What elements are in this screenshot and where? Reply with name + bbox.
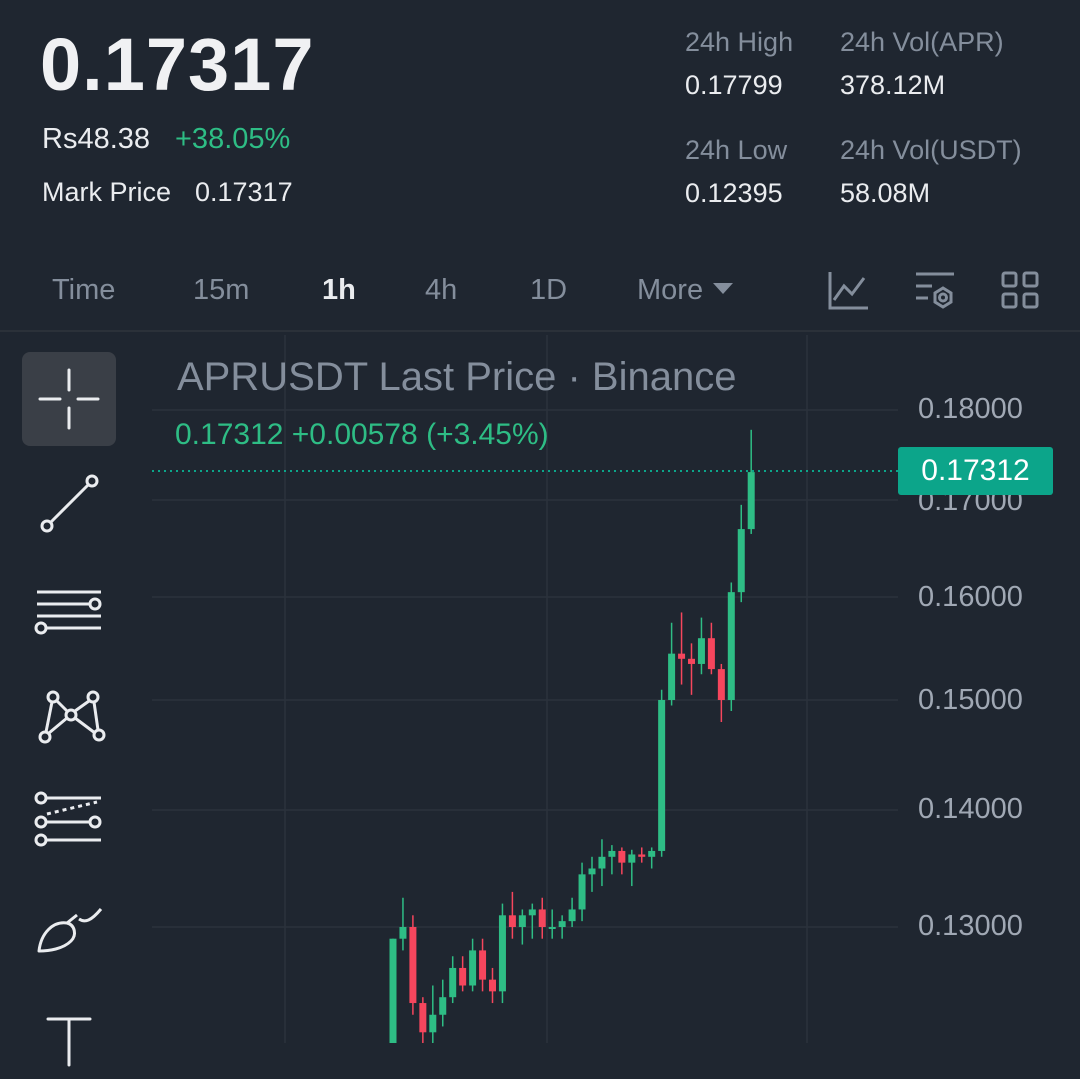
- candle-body: [498, 915, 506, 992]
- mark-price-label: Mark Price: [42, 177, 172, 207]
- tab-15m[interactable]: 15m: [193, 274, 250, 306]
- mark-price-value: 0.17317: [195, 177, 293, 207]
- candle-body: [648, 850, 656, 857]
- horizontal-lines-icon: [34, 590, 102, 635]
- vol-quote-24h-value: 58.08M: [840, 178, 931, 208]
- price-change-percent: +38.05%: [175, 123, 291, 155]
- candle-body: [737, 529, 745, 593]
- candle-body: [548, 927, 556, 929]
- candle-body: [608, 850, 616, 857]
- ohlc-legend: 0.17312 +0.00578 (+3.45%): [175, 418, 549, 451]
- last-price-tag: 0.17312: [898, 447, 1053, 495]
- brush-icon: [37, 908, 103, 953]
- tab-1h[interactable]: 1h: [322, 274, 356, 306]
- pattern-tool[interactable]: [22, 667, 116, 761]
- candle-body: [518, 915, 526, 927]
- tab-1d[interactable]: 1D: [530, 274, 568, 306]
- crosshair-icon: [38, 368, 100, 430]
- candle-body: [558, 921, 566, 927]
- crosshair-tool[interactable]: [22, 352, 116, 446]
- y-axis-label: 0.18000: [918, 393, 1023, 425]
- candle-body: [638, 854, 646, 857]
- candle-body: [439, 997, 447, 1015]
- fib-tool[interactable]: [22, 772, 116, 866]
- candle-body: [479, 950, 487, 980]
- candle-body: [568, 909, 576, 922]
- candlestick-chart[interactable]: [0, 332, 1080, 1043]
- candle-body: [747, 472, 755, 530]
- fib-icon: [34, 791, 102, 847]
- y-axis-label: 0.13000: [918, 910, 1023, 942]
- brush-tool[interactable]: [22, 877, 116, 971]
- candle-body: [668, 653, 676, 700]
- candle-body: [678, 653, 686, 659]
- chart-symbol-title: APRUSDT Last Price · Binance: [177, 355, 737, 399]
- horizontal-lines-tool[interactable]: [22, 562, 116, 656]
- tabs-divider: [0, 330, 1080, 332]
- text-icon: [46, 1017, 92, 1067]
- low-24h-label: 24h Low: [685, 135, 788, 165]
- candle-body: [399, 927, 407, 939]
- chart-grid: [152, 335, 898, 1043]
- candle-body: [707, 638, 715, 670]
- y-axis-label: 0.15000: [918, 684, 1023, 716]
- candle-body: [508, 915, 516, 927]
- vol-quote-24h-label: 24h Vol(USDT): [840, 135, 1022, 165]
- text-tool[interactable]: [22, 985, 116, 1079]
- candle-body: [489, 979, 496, 992]
- high-24h-value: 0.17799: [685, 70, 783, 100]
- candle-body: [409, 927, 417, 1004]
- y-axis-label: 0.14000: [918, 793, 1023, 825]
- candle-body: [717, 669, 725, 700]
- low-24h-value: 0.12395: [685, 178, 783, 208]
- tab-4h[interactable]: 4h: [425, 274, 458, 306]
- candle-body: [697, 638, 705, 664]
- candle-body: [449, 967, 457, 998]
- y-axis-label: 0.16000: [918, 581, 1023, 613]
- candle-body: [628, 854, 636, 863]
- candle-body: [727, 592, 735, 700]
- vol-base-24h-label: 24h Vol(APR): [840, 27, 1004, 57]
- candle-body: [578, 874, 586, 910]
- candle-body: [419, 1003, 427, 1033]
- candle-body: [618, 850, 626, 863]
- candle-body: [469, 950, 477, 986]
- candle-body: [598, 856, 606, 869]
- candle-body: [688, 658, 695, 664]
- tab-more[interactable]: More: [637, 274, 734, 307]
- indicator-chart-icon[interactable]: [826, 268, 872, 312]
- candle-body: [429, 1014, 437, 1033]
- candle-body: [528, 909, 536, 916]
- layout-grid-icon[interactable]: [1000, 270, 1040, 310]
- fiat-price: Rs48.38: [42, 123, 151, 155]
- candles-group: [389, 429, 755, 1043]
- candle-body: [538, 909, 546, 927]
- candle-body: [658, 700, 666, 851]
- candle-body: [389, 938, 397, 1043]
- pattern-icon: [38, 690, 106, 744]
- high-24h-label: 24h High: [685, 27, 794, 57]
- tab-more-label: More: [637, 274, 704, 306]
- tab-time[interactable]: Time: [52, 274, 116, 306]
- candle-body: [588, 868, 596, 875]
- vol-base-24h-value: 378.12M: [840, 70, 946, 100]
- trend-line-tool[interactable]: [22, 457, 116, 551]
- caret-down-icon: [713, 282, 734, 294]
- candle-body: [459, 967, 467, 986]
- trend-line-icon: [40, 474, 99, 533]
- last-price: 0.17317: [40, 23, 315, 106]
- chart-settings-icon[interactable]: [912, 268, 958, 312]
